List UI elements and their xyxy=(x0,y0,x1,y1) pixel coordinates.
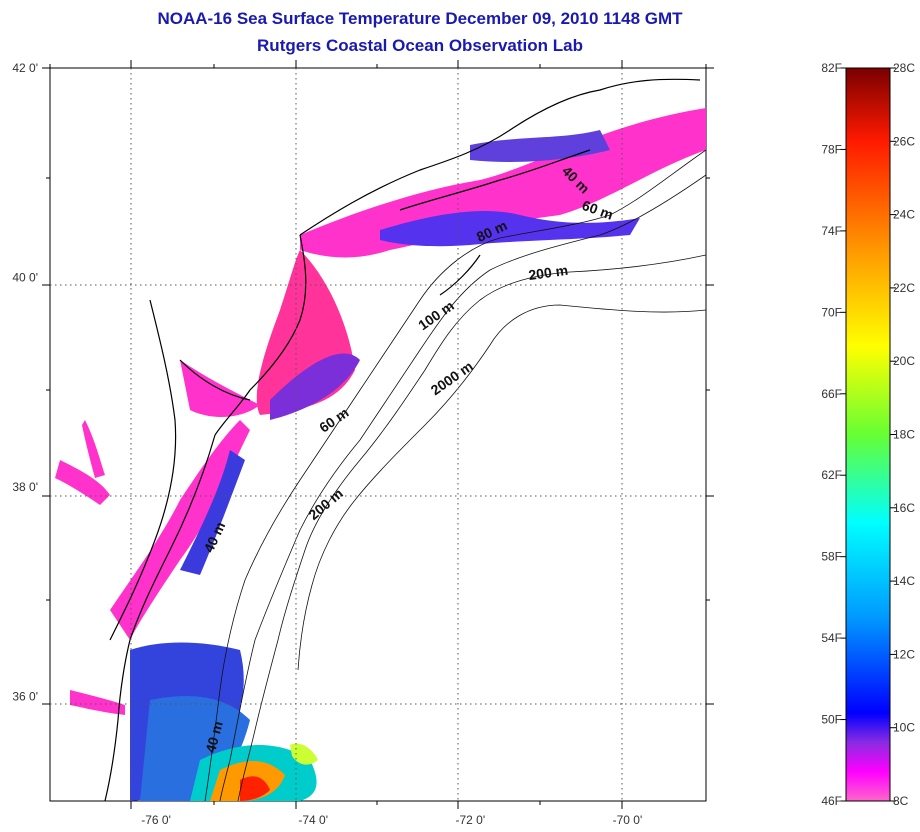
longitude-labels: -76 0' -74 0' -72 0' -70 0' xyxy=(141,813,642,827)
colorbar-c-label: 20C xyxy=(893,354,915,368)
map-title: NOAA-16 Sea Surface Temperature December… xyxy=(157,9,683,28)
colorbar-c-label: 24C xyxy=(893,208,915,222)
colorbar-f-label: 82F xyxy=(821,61,842,75)
colorbar-f-label: 78F xyxy=(821,142,842,156)
lat-label: 42 0' xyxy=(12,61,38,75)
colorbar-f-label: 74F xyxy=(821,224,842,238)
lat-label: 40 0' xyxy=(12,270,38,284)
graticule xyxy=(50,68,706,801)
lat-label: 38 0' xyxy=(12,480,38,494)
colorbar-celsius-labels: 28C 26C 24C 22C 20C 18C 16C 14C 12C 10C 8C xyxy=(890,61,915,808)
colorbar-c-label: 26C xyxy=(893,134,915,148)
colorbar-f-label: 50F xyxy=(821,713,842,727)
colorbar-c-label: 28C xyxy=(893,61,915,75)
colorbar-c-label: 18C xyxy=(893,428,915,442)
isobath-contours xyxy=(204,149,706,801)
coastlines xyxy=(104,78,701,801)
colorbar-c-label: 12C xyxy=(893,647,915,661)
colorbar-f-label: 46F xyxy=(821,794,842,808)
colorbar-c-label: 10C xyxy=(893,721,915,735)
colorbar-f-label: 62F xyxy=(821,468,842,482)
colorbar-f-label: 54F xyxy=(821,631,842,645)
lon-label: -74 0' xyxy=(298,813,328,827)
map-subtitle: Rutgers Coastal Ocean Observation Lab xyxy=(257,36,583,55)
colorbar xyxy=(845,67,891,802)
colorbar-c-label: 14C xyxy=(893,574,915,588)
colorbar-c-label: 22C xyxy=(893,281,915,295)
colorbar-c-label: 8C xyxy=(893,794,909,808)
lat-label: 36 0' xyxy=(12,689,38,703)
colorbar-c-label: 16C xyxy=(893,501,915,515)
axis-ticks xyxy=(42,60,714,809)
colorbar-f-label: 58F xyxy=(821,550,842,564)
isobath-label: 40 m xyxy=(202,719,226,754)
colorbar-fahrenheit-labels: 82F 78F 74F 70F 66F 62F 58F 54F 50F 46F xyxy=(821,61,846,808)
colorbar-f-label: 70F xyxy=(821,305,842,319)
lon-label: -72 0' xyxy=(455,813,485,827)
isobath-label: 200 m xyxy=(527,262,569,283)
latitude-labels: 42 0' 40 0' 38 0' 36 0' xyxy=(12,61,38,703)
lon-label: -76 0' xyxy=(141,813,171,827)
colorbar-f-label: 66F xyxy=(821,387,842,401)
lon-label: -70 0' xyxy=(613,813,643,827)
